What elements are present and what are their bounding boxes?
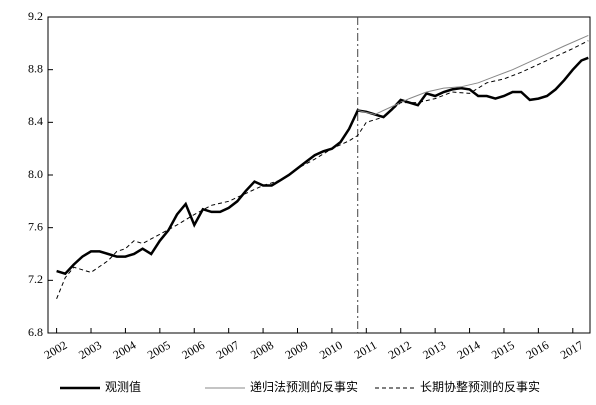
x-tick-label: 2015 — [489, 338, 517, 362]
x-tick-label: 2008 — [248, 338, 276, 362]
x-tick-label: 2004 — [111, 338, 139, 362]
series-line — [56, 56, 589, 276]
y-tick-label: 7.2 — [28, 272, 43, 286]
series-line — [357, 34, 589, 115]
y-tick-label: 7.6 — [28, 219, 43, 233]
series-line — [56, 40, 589, 299]
y-tick-label: 8.0 — [28, 167, 43, 181]
y-tick-label: 8.8 — [28, 61, 43, 75]
x-tick-label: 2009 — [283, 338, 311, 362]
legend-label: 长期协整预测的反事实 — [420, 379, 540, 394]
x-tick-label: 2010 — [317, 338, 345, 362]
plot-frame — [47, 16, 591, 334]
y-tick-label: 8.4 — [28, 114, 43, 128]
x-tick-label: 2007 — [214, 338, 242, 362]
x-tick-label: 2014 — [455, 338, 483, 362]
x-tick-label: 2006 — [179, 338, 207, 362]
legend-label: 观测值 — [105, 379, 141, 394]
legend-label: 递归法预测的反事实 — [250, 379, 358, 394]
x-tick-label: 2003 — [76, 338, 104, 362]
x-tick-label: 2017 — [558, 338, 586, 362]
y-tick-label: 9.2 — [28, 9, 43, 23]
x-tick-label: 2012 — [386, 338, 414, 362]
x-tick-label: 2002 — [42, 338, 70, 362]
x-tick-label: 2016 — [523, 338, 551, 362]
x-tick-label: 2013 — [420, 338, 448, 362]
y-tick-label: 6.8 — [28, 325, 43, 339]
x-tick-label: 2005 — [145, 338, 173, 362]
x-tick-label: 2011 — [352, 338, 379, 362]
